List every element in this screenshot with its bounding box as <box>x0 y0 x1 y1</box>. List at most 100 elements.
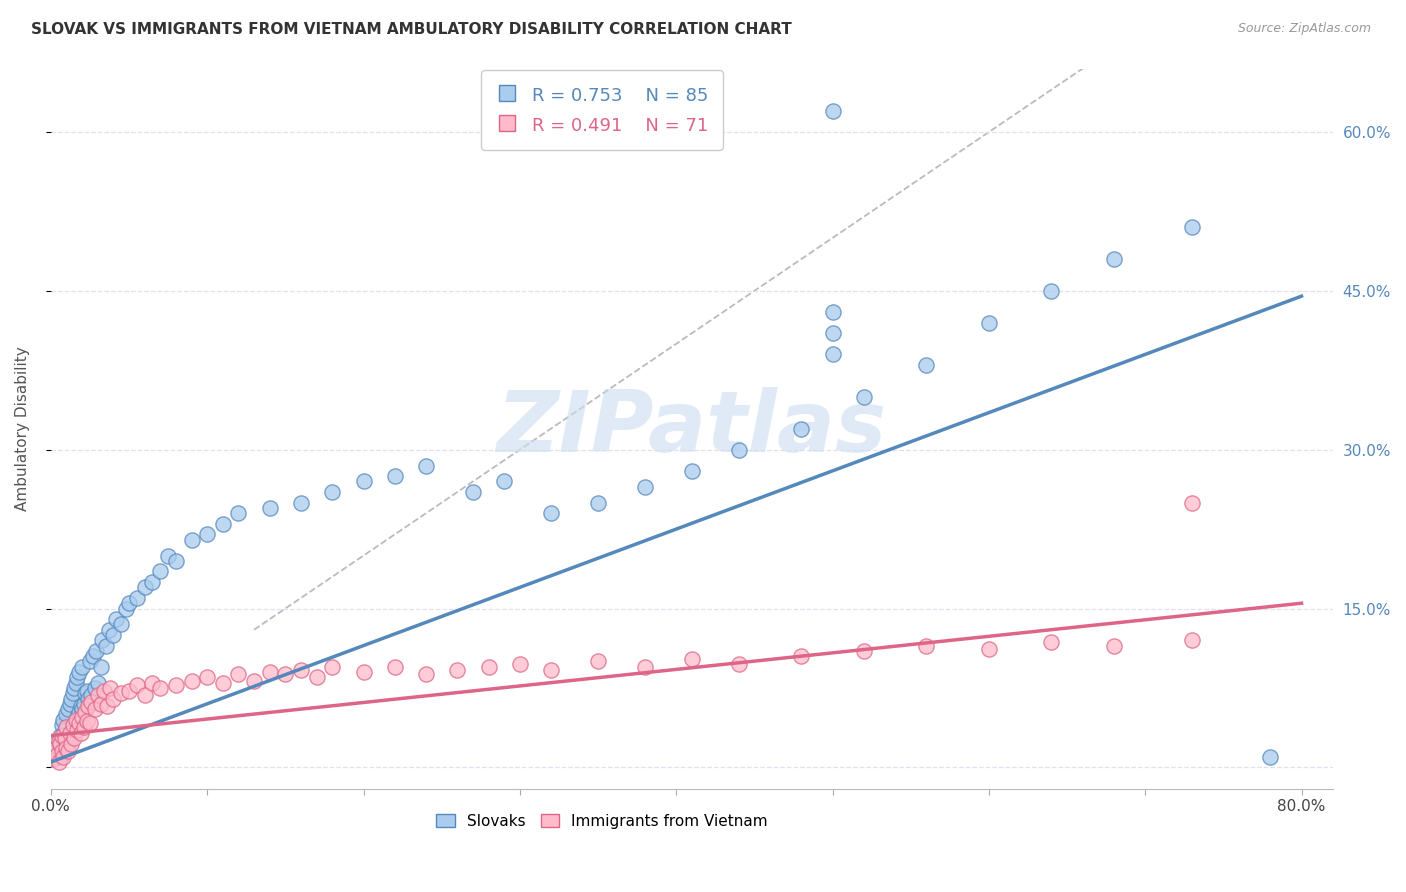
Point <box>53 723 76 738</box>
Point <box>60 691 83 706</box>
Point <box>353 475 375 489</box>
Point <box>62 686 84 700</box>
Point <box>228 667 250 681</box>
Point <box>634 659 657 673</box>
Point <box>60 726 83 740</box>
Point <box>110 617 132 632</box>
Point <box>82 649 104 664</box>
Point <box>477 659 499 673</box>
Point <box>586 655 609 669</box>
Point <box>48 744 70 758</box>
Point <box>180 673 202 688</box>
Point <box>305 670 328 684</box>
Point <box>56 744 79 758</box>
Point <box>79 715 101 730</box>
Point <box>134 689 156 703</box>
Point <box>290 663 312 677</box>
Point <box>157 549 180 563</box>
Point <box>211 675 233 690</box>
Point <box>727 442 749 457</box>
Point <box>790 421 813 435</box>
Point <box>540 663 562 677</box>
Point <box>115 601 138 615</box>
Point <box>65 715 87 730</box>
Point <box>821 103 844 118</box>
Point <box>55 741 77 756</box>
Point <box>44 749 66 764</box>
Point <box>53 731 76 745</box>
Point <box>46 734 69 748</box>
Point <box>321 659 343 673</box>
Point <box>76 714 98 728</box>
Point <box>70 659 93 673</box>
Point <box>67 665 90 679</box>
Point <box>90 697 112 711</box>
Point <box>243 673 266 688</box>
Point <box>63 731 86 745</box>
Point <box>84 644 107 658</box>
Point <box>53 741 76 756</box>
Point <box>118 596 141 610</box>
Point <box>79 655 101 669</box>
Point <box>69 726 91 740</box>
Point <box>70 702 93 716</box>
Text: Source: ZipAtlas.com: Source: ZipAtlas.com <box>1237 22 1371 36</box>
Point <box>125 591 148 605</box>
Point <box>681 464 703 478</box>
Point <box>49 737 72 751</box>
Point <box>60 737 83 751</box>
Point <box>141 575 163 590</box>
Point <box>259 500 281 515</box>
Point <box>52 739 75 754</box>
Point <box>42 752 65 766</box>
Point <box>56 702 79 716</box>
Point <box>58 697 80 711</box>
Point <box>80 689 103 703</box>
Point <box>821 305 844 319</box>
Point <box>91 633 114 648</box>
Point <box>1181 220 1204 235</box>
Point <box>634 480 657 494</box>
Point <box>48 734 70 748</box>
Point <box>65 713 87 727</box>
Y-axis label: Ambulatory Disability: Ambulatory Disability <box>15 346 30 511</box>
Point <box>915 358 938 372</box>
Point <box>149 681 172 695</box>
Point <box>118 684 141 698</box>
Point <box>48 755 70 769</box>
Point <box>446 663 468 677</box>
Point <box>821 347 844 361</box>
Point <box>80 695 103 709</box>
Point <box>977 641 1000 656</box>
Point <box>62 718 84 732</box>
Point <box>83 702 105 716</box>
Point <box>77 698 100 713</box>
Point <box>1040 284 1063 298</box>
Point <box>55 707 77 722</box>
Point <box>415 667 437 681</box>
Text: ZIPatlas: ZIPatlas <box>496 387 887 470</box>
Point <box>195 670 218 684</box>
Point <box>69 698 91 713</box>
Point <box>44 741 66 756</box>
Point <box>384 469 406 483</box>
Point <box>180 533 202 547</box>
Point <box>52 749 75 764</box>
Point <box>461 485 484 500</box>
Point <box>65 675 87 690</box>
Point <box>73 697 96 711</box>
Point <box>67 715 90 730</box>
Point <box>274 667 297 681</box>
Point <box>586 495 609 509</box>
Point <box>509 657 531 671</box>
Point <box>49 729 72 743</box>
Point <box>77 691 100 706</box>
Point <box>73 720 96 734</box>
Point <box>790 649 813 664</box>
Point <box>915 639 938 653</box>
Point <box>83 681 105 695</box>
Point <box>56 737 79 751</box>
Point <box>98 681 121 695</box>
Point <box>384 659 406 673</box>
Point <box>70 709 93 723</box>
